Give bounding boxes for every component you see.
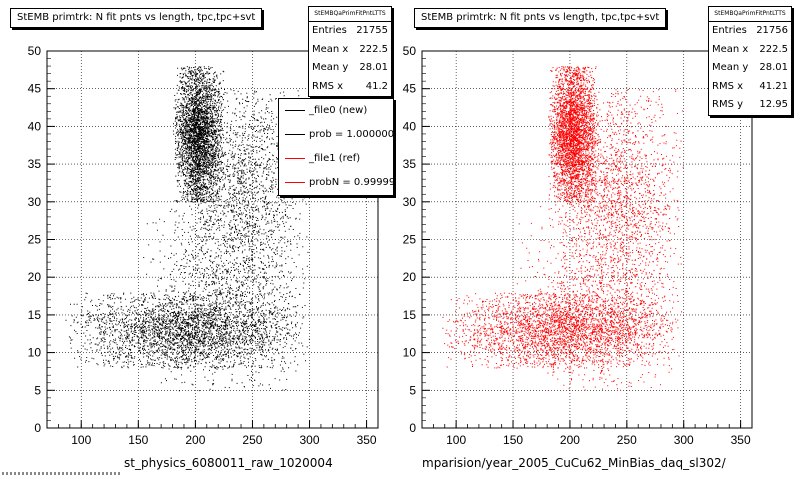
x-tick-label: 300 — [674, 433, 694, 447]
y-tick-label: 20 — [403, 270, 417, 284]
stats-row-mean-y: Mean y 28.01 — [712, 62, 788, 73]
x-tick-label: 200 — [560, 433, 580, 447]
y-tick-label: 15 — [403, 308, 417, 322]
stats-row-rms-y: RMS y 12.95 — [712, 99, 788, 110]
stats-row-entries: Entries 21755 — [312, 25, 388, 36]
legend-line-red — [285, 182, 305, 183]
legend: _file0 (new) prob = 1.000000 _file1 (ref… — [278, 98, 394, 196]
status-strip — [2, 472, 122, 475]
y-tick-label: 5 — [409, 383, 416, 397]
x-tick-label: 350 — [731, 433, 751, 447]
y-tick-label: 50 — [403, 44, 417, 58]
y-tick-label: 30 — [28, 195, 42, 209]
y-tick-label: 10 — [403, 346, 417, 360]
stats-box: StEMBQaPrimFitPntLTTS Entries 21756 Mean … — [708, 6, 792, 116]
y-tick-label: 45 — [403, 82, 417, 96]
stats-box-name: StEMBQaPrimFitPntLTTS — [709, 7, 791, 22]
x-tick-label: 200 — [185, 433, 205, 447]
plot-title: StEMB primtrk: N fit pnts vs length, tpc… — [10, 8, 263, 28]
stats-row-mean-x: Mean x 222.5 — [712, 43, 788, 55]
x-tick-label: 250 — [242, 433, 262, 447]
legend-item-probn: probN = 0.99999 — [279, 171, 393, 195]
x-axis-name: st_physics_6080011_raw_1020004 — [124, 456, 333, 470]
x-tick-label: 150 — [503, 433, 523, 447]
right-plot-panel: 100 150 200 250 300 350 0 5 10 15 20 25 30 35 40 45 50 S… — [400, 0, 800, 480]
legend-item-prob: prob = 1.000000 — [279, 123, 393, 147]
y-tick-label: 30 — [403, 195, 417, 209]
stats-box: StEMBQaPrimFitPntLTTS Entries 21755 Mean … — [308, 6, 392, 97]
x-tick-label: 150 — [128, 433, 148, 447]
y-tick-label: 20 — [28, 270, 42, 284]
y-tick-label: 40 — [28, 119, 42, 133]
scatter-point-cloud — [65, 66, 310, 392]
legend-item-file0: _file0 (new) — [279, 99, 393, 123]
y-tick-label: 25 — [28, 233, 42, 247]
stats-row-rms-x: RMS x 41.2 — [312, 80, 388, 92]
stats-row-entries: Entries 21756 — [712, 25, 788, 36]
x-tick-label: 100 — [71, 433, 91, 447]
y-tick-label: 0 — [409, 421, 416, 435]
legend-item-file1: _file1 (ref) — [279, 147, 393, 171]
y-tick-label: 5 — [34, 383, 41, 397]
legend-line-black — [285, 110, 305, 111]
x-tick-label: 300 — [300, 433, 320, 447]
x-tick-label: 100 — [446, 433, 466, 447]
scatter-points — [65, 66, 310, 392]
stats-row-mean-y: Mean y 28.01 — [312, 62, 388, 73]
y-tick-label: 15 — [28, 308, 42, 322]
stats-row-rms-x: RMS x 41.21 — [712, 80, 788, 92]
stats-row-mean-x: Mean x 222.5 — [312, 43, 388, 55]
x-tick-label: 250 — [617, 433, 637, 447]
y-tick-label: 45 — [28, 82, 42, 96]
y-tick-label: 40 — [403, 119, 417, 133]
y-tick-label: 0 — [34, 421, 41, 435]
legend-line-black — [285, 134, 305, 135]
left-plot-panel: 100 150 200 250 300 350 0 5 10 15 20 25 30 35 40 45 50 S… — [2, 6, 394, 475]
stats-box-name: StEMBQaPrimFitPntLTTS — [309, 7, 391, 22]
y-tick-label: 25 — [403, 233, 417, 247]
x-axis-name: mparision/year_2005_CuCu62_MinBias_daq_s… — [422, 456, 726, 470]
y-tick-label: 50 — [28, 44, 42, 58]
y-tick-label: 10 — [28, 346, 42, 360]
legend-line-red — [285, 158, 305, 159]
y-tick-label: 35 — [403, 157, 417, 171]
right-scatter-plot: 100 150 200 250 300 350 0 5 10 15 20 25 30 35 40 45 50 — [403, 44, 753, 447]
plot-title: StEMB primtrk: N fit pnts vs length, tpc… — [414, 8, 667, 28]
x-tick-label: 350 — [357, 433, 377, 447]
y-tick-label: 35 — [28, 157, 42, 171]
